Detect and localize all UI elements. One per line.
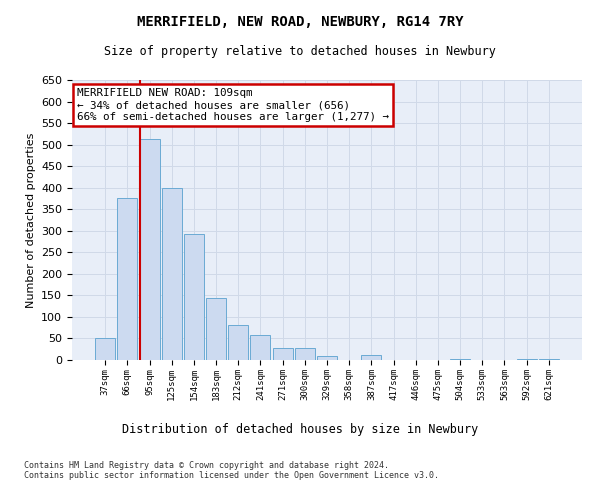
Text: Size of property relative to detached houses in Newbury: Size of property relative to detached ho… (104, 45, 496, 58)
Text: MERRIFIELD, NEW ROAD, NEWBURY, RG14 7RY: MERRIFIELD, NEW ROAD, NEWBURY, RG14 7RY (137, 15, 463, 29)
Bar (539, 358, 559, 360)
Text: Contains HM Land Registry data © Crown copyright and database right 2024.
Contai: Contains HM Land Registry data © Crown c… (24, 460, 439, 480)
Bar (184, 234, 204, 360)
Bar (317, 356, 337, 360)
Bar (517, 358, 536, 360)
Bar (140, 139, 160, 360)
Bar (272, 348, 293, 360)
Bar (162, 188, 182, 360)
Bar (95, 338, 115, 360)
Bar (450, 358, 470, 360)
Bar (228, 324, 248, 360)
Bar (361, 355, 382, 360)
Bar (118, 198, 137, 360)
Y-axis label: Number of detached properties: Number of detached properties (26, 132, 35, 308)
Text: Distribution of detached houses by size in Newbury: Distribution of detached houses by size … (122, 422, 478, 436)
Bar (250, 336, 271, 360)
Bar (295, 348, 315, 360)
Bar (206, 298, 226, 360)
Text: MERRIFIELD NEW ROAD: 109sqm
← 34% of detached houses are smaller (656)
66% of se: MERRIFIELD NEW ROAD: 109sqm ← 34% of det… (77, 88, 389, 122)
